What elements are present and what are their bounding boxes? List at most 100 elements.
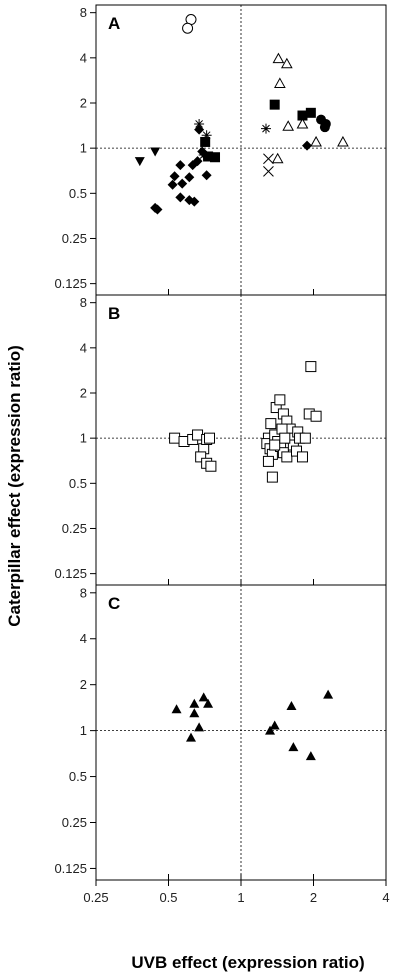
square-open-marker <box>291 445 303 457</box>
triangle-up-filled-marker <box>198 692 209 702</box>
y-axis-title: Caterpillar effect (expression ratio) <box>5 345 24 627</box>
square-open-marker <box>269 439 281 451</box>
triangle-up-open-marker <box>282 120 295 131</box>
square-open-marker <box>310 410 322 422</box>
x-tick-label: 0.25 <box>83 890 108 905</box>
y-tick-label: 2 <box>80 385 87 400</box>
triangle-up-filled-marker <box>305 751 316 761</box>
square-open-marker <box>296 451 308 463</box>
square-filled-marker <box>200 136 211 147</box>
y-tick-label: 8 <box>80 585 87 600</box>
diamond-filled-marker <box>189 196 200 207</box>
y-tick-label: 0.5 <box>69 769 87 784</box>
triangle-up-filled-marker <box>265 725 276 735</box>
panel-label: A <box>108 14 120 33</box>
x-tick-label: 0.5 <box>159 890 177 905</box>
square-open-marker <box>265 418 277 430</box>
x-marker <box>263 153 274 165</box>
square-open-marker <box>281 451 293 463</box>
triangle-down-filled-marker <box>150 147 161 157</box>
triangle-up-filled-marker <box>194 722 205 732</box>
square-open-marker <box>195 451 207 463</box>
y-tick-label: 4 <box>80 340 87 355</box>
y-tick-label: 0.5 <box>69 186 87 201</box>
y-tick-label: 0.25 <box>62 521 87 536</box>
x-axis-title: UVB effect (expression ratio) <box>131 953 364 972</box>
y-tick-label: 0.125 <box>54 566 87 581</box>
panel-c-points <box>171 689 334 761</box>
y-tick-label: 2 <box>80 677 87 692</box>
square-filled-marker <box>203 151 214 162</box>
square-open-marker <box>299 432 311 444</box>
panel-b-points <box>169 361 322 483</box>
circle-open-marker <box>182 22 194 34</box>
y-tick-label: 0.125 <box>54 276 87 291</box>
square-filled-marker <box>305 107 316 118</box>
diamond-filled-marker <box>192 156 203 167</box>
y-tick-label: 1 <box>80 141 87 156</box>
triangle-up-open-marker <box>296 117 309 129</box>
triangle-up-open-marker <box>337 135 349 147</box>
diamond-filled-marker <box>194 124 205 135</box>
panel-label: B <box>108 304 120 323</box>
triangle-up-filled-marker <box>323 689 334 699</box>
diamond-filled-marker <box>184 172 195 183</box>
triangle-up-filled-marker <box>286 700 297 710</box>
y-tick-label: 0.125 <box>54 861 87 876</box>
triangle-up-filled-marker <box>189 708 200 718</box>
square-open-marker <box>305 361 317 373</box>
square-open-marker <box>262 455 274 467</box>
square-filled-marker <box>297 110 308 121</box>
panels-layer: 0.1250.250.51248A0.1250.250.51248B0.1250… <box>54 4 387 881</box>
x-tick-label: 4 <box>382 890 389 905</box>
square-open-marker <box>266 471 278 483</box>
x-axis: 0.25 0.5 1 2 4 <box>83 880 390 905</box>
square-open-marker <box>204 432 216 444</box>
diamond-filled-marker <box>152 204 163 215</box>
square-open-marker <box>205 460 217 472</box>
triangle-up-filled-marker <box>185 732 196 742</box>
asterisk-marker <box>194 118 205 129</box>
y-tick-label: 2 <box>80 95 87 110</box>
asterisk-marker <box>201 130 212 141</box>
square-filled-marker <box>210 152 221 163</box>
x-tick-label: 1 <box>237 890 244 905</box>
diamond-filled-marker <box>167 179 178 190</box>
y-tick-label: 4 <box>80 631 87 646</box>
triangle-up-filled-marker <box>189 698 200 708</box>
panel-b: 0.125 0.25 0.5 1 2 4 8 B <box>54 294 387 586</box>
triangle-up-filled-marker <box>203 698 214 708</box>
square-open-marker <box>169 432 181 444</box>
square-filled-marker <box>269 99 280 110</box>
y-tick-label: 4 <box>80 50 87 65</box>
circle-filled-marker <box>319 122 330 133</box>
diamond-filled-marker <box>175 160 186 171</box>
panel-a: 0.125 0.25 0.5 1 2 4 8 A <box>54 4 387 296</box>
triangle-up-filled-marker <box>171 704 182 714</box>
diamond-filled-marker <box>175 192 186 203</box>
triangle-up-open-marker <box>280 57 293 69</box>
panel-label: C <box>108 594 120 613</box>
y-tick-label: 1 <box>80 431 87 446</box>
y-tick-label: 0.25 <box>62 815 87 830</box>
triangle-up-filled-marker <box>288 742 299 752</box>
y-tick-label: 1 <box>80 723 87 738</box>
triangle-up-filled-marker <box>269 720 280 730</box>
panel-a-points <box>134 14 349 215</box>
diamond-filled-marker <box>302 140 313 151</box>
triangle-up-open-marker <box>310 135 322 147</box>
diamond-filled-marker <box>201 170 212 181</box>
x-tick-label: 2 <box>310 890 317 905</box>
square-open-marker <box>192 429 204 441</box>
square-open-marker <box>274 394 286 406</box>
y-tick-label: 8 <box>80 295 87 310</box>
y-tick-label: 0.5 <box>69 476 87 491</box>
x-marker <box>263 166 274 177</box>
asterisk-marker <box>261 123 271 134</box>
diamond-filled-marker <box>177 178 188 189</box>
y-tick-label: 8 <box>80 5 87 20</box>
triangle-up-open-marker <box>271 152 284 164</box>
triangle-down-filled-marker <box>134 157 145 167</box>
triangle-up-open-marker <box>274 77 286 88</box>
